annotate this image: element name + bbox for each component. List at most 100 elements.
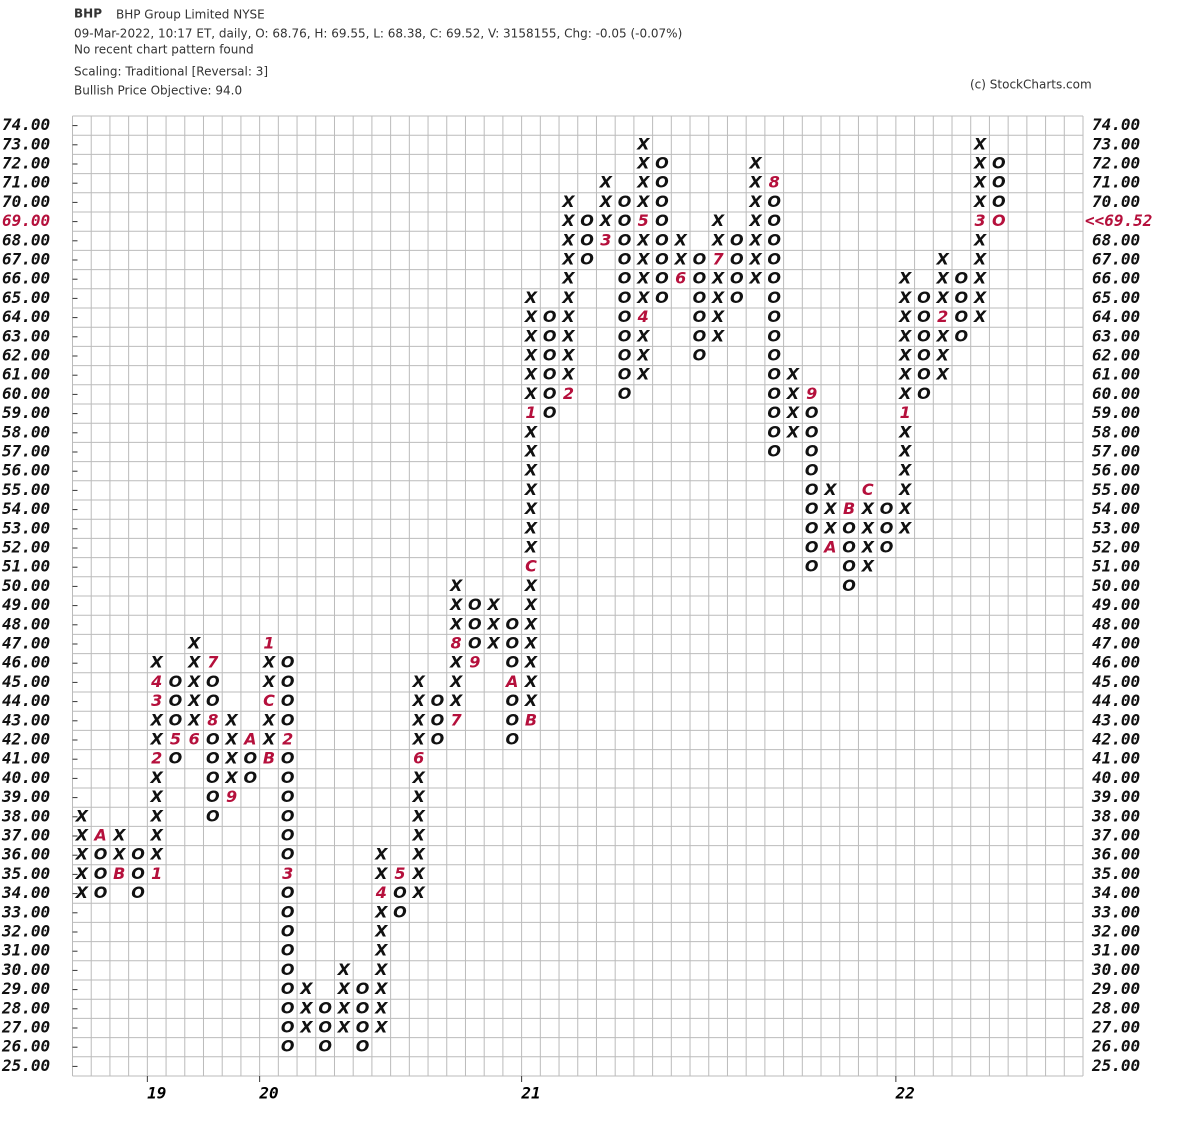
o-box: O [655,154,669,173]
o-box: O [955,269,969,288]
x-box: X [524,518,538,537]
x-box: X [412,710,426,729]
y-tick-label: 41.00 [2,749,50,768]
x-box: X [262,710,276,729]
o-box: O [955,326,969,345]
o-box: O [917,346,931,365]
y-tick-label-right: 35.00 [1091,864,1140,883]
x-box: X [337,998,351,1017]
x-box: X [935,250,949,269]
x-box: X [112,845,126,864]
x-box: X [786,403,800,422]
year-label: 20 [258,1084,278,1103]
o-box: O [693,250,707,269]
x-box: X [823,499,837,518]
x-box: X [374,979,388,998]
y-tick-label: 25.00 [1,1056,50,1075]
x-box: X [673,230,687,249]
x-box: X [75,883,89,902]
month-marker: 4 [150,672,162,691]
y-tick-label-right: 43.00 [1092,710,1140,729]
x-box: X [636,288,650,307]
o-box: O [206,787,220,806]
o-box: O [206,749,220,768]
x-box: X [524,365,538,384]
x-box: X [636,134,650,153]
o-box: O [169,710,183,729]
o-box: O [767,192,781,211]
o-box: O [505,634,519,653]
x-box: X [973,288,987,307]
o-box: O [992,192,1006,211]
o-box: O [880,538,894,557]
y-tick-label-right: 53.00 [1092,518,1140,537]
o-box: O [281,826,295,845]
x-box: X [898,480,912,499]
x-box: X [973,307,987,326]
month-marker: 7 [713,250,725,269]
y-tick-label: 30.00 [1,960,50,979]
y-tick-label-right: 58.00 [1092,422,1140,441]
o-box: O [169,749,183,768]
o-box: O [618,288,632,307]
y-tick-label-right: 32.00 [1091,922,1140,941]
o-box: O [767,288,781,307]
y-tick-label: 45.00 [2,672,50,691]
x-box: X [748,250,762,269]
o-box: O [206,672,220,691]
o-box: O [730,288,744,307]
o-box: O [618,211,632,230]
x-box: X [599,192,613,211]
y-tick-label: 44.00 [2,691,50,710]
x-box: X [412,672,426,691]
x-box: X [561,250,575,269]
o-box: O [618,365,632,384]
x-box: X [299,979,313,998]
x-box: X [861,499,875,518]
o-box: O [655,250,669,269]
o-box: O [169,691,183,710]
y-tick-label: 63.00 [2,326,50,345]
y-tick-label: 35.00 [1,864,50,883]
o-box: O [767,250,781,269]
y-tick-label: 64.00 [2,307,50,326]
month-marker: 5 [394,864,405,883]
x-box: X [524,422,538,441]
month-marker: C [263,691,275,710]
o-box: O [655,288,669,307]
o-box: O [356,1037,370,1056]
x-box: X [112,826,126,845]
o-box: O [505,614,519,633]
info: 09-Mar-2022, 10:17 ET, daily, O: 68.76, … [74,27,682,41]
y-tick-label: 65.00 [2,288,50,307]
x-box: X [898,461,912,480]
o-box: O [655,192,669,211]
x-box: X [861,538,875,557]
x-box: X [374,998,388,1017]
o-box: O [917,307,931,326]
month-marker: 1 [151,864,162,883]
y-tick-label-right: 72.00 [1092,154,1140,173]
x-box: X [412,845,426,864]
y-tick-label: 33.00 [1,902,50,921]
o-box: O [767,230,781,249]
o-box: O [281,691,295,710]
x-box: X [187,672,201,691]
x-box: X [524,461,538,480]
x-box: X [524,614,538,633]
o-box: O [842,518,856,537]
y-tick-label-right: 52.00 [1092,538,1140,557]
y-tick-label: 51.00 [2,557,50,576]
y-tick-label-right: 60.00 [1092,384,1140,403]
x-box: X [973,192,987,211]
x-box: X [935,269,949,288]
month-marker: 3 [975,211,986,230]
x-box: X [524,288,538,307]
y-tick-label: 28.00 [1,998,50,1017]
o-box: O [767,326,781,345]
y-tick-label-right: 28.00 [1091,998,1140,1017]
y-tick-label-right: 41.00 [1092,749,1140,768]
x-box: X [711,288,725,307]
month-marker: C [862,480,874,499]
x-box: X [524,672,538,691]
